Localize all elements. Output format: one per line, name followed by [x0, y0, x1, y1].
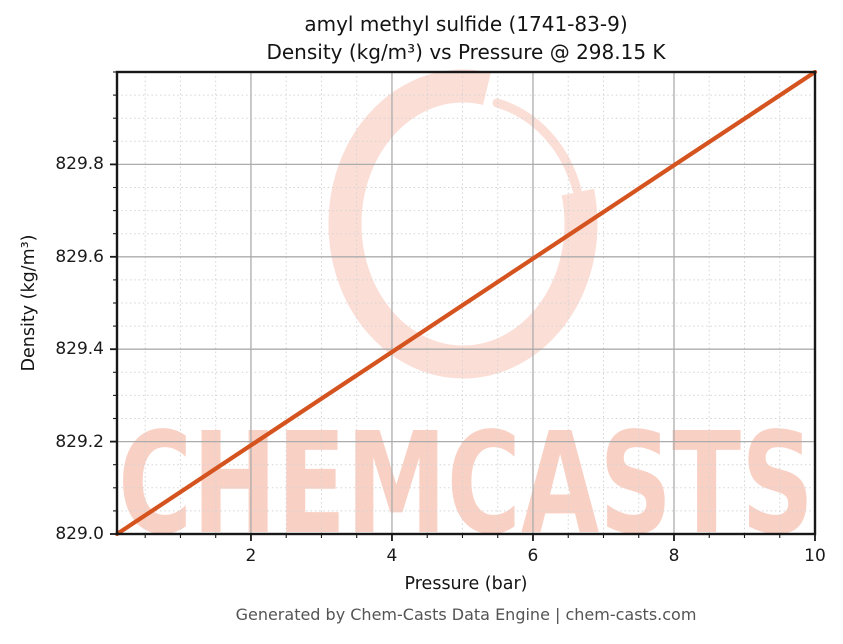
x-tick-label: 2: [245, 546, 257, 566]
y-tick-label: 829.8: [55, 154, 104, 175]
chart-title-line-2: Density (kg/m³) vs Pressure @ 298.15 K: [266, 40, 666, 64]
watermark: CHEMCASTS: [118, 69, 814, 566]
y-tick-label: 829.6: [55, 246, 104, 267]
y-axis-label: Density (kg/m³): [19, 234, 39, 372]
watermark-ring-icon: [328, 69, 598, 379]
chart-title: amyl methyl sulfide (1741-83-9) Density …: [117, 10, 815, 66]
x-tick-label: 4: [386, 546, 398, 566]
y-tick-label: 829.4: [55, 339, 104, 360]
watermark-text: CHEMCASTS: [118, 403, 814, 566]
y-tick-label: 829.2: [55, 431, 104, 452]
series-line: [114, 69, 818, 537]
x-tick-label: 6: [527, 546, 539, 566]
major-tick-marks: [110, 163, 816, 541]
y-tick-label: 829.0: [55, 524, 104, 544]
watermark-brush-flick-icon: [492, 98, 582, 195]
data-series: [114, 69, 818, 537]
x-tick-label: 10: [804, 546, 826, 566]
chart-title-line-1: amyl methyl sulfide (1741-83-9): [304, 12, 628, 36]
footer-credit: Generated by Chem-Casts Data Engine | ch…: [235, 605, 697, 624]
x-axis-label: Pressure (bar): [404, 574, 528, 594]
minor-tick-marks: [113, 71, 781, 538]
grid-minor: [117, 71, 815, 534]
x-tick-label: 8: [668, 546, 680, 566]
